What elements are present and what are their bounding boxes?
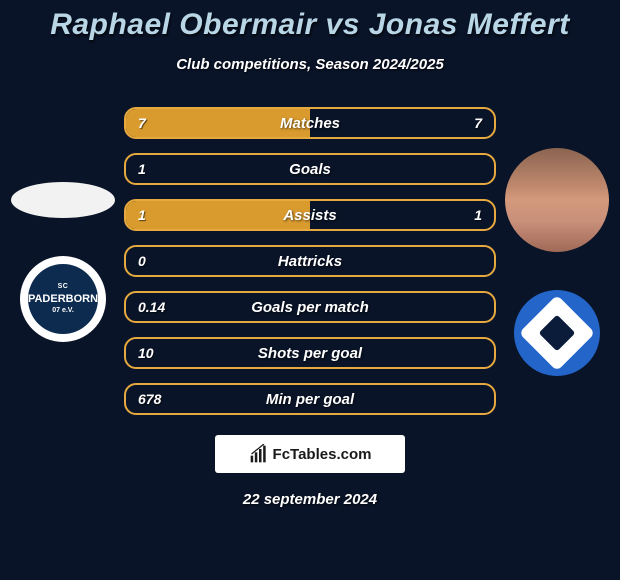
right-player-column [502,146,612,376]
stat-value-right: 7 [442,115,482,131]
chart-icon [249,444,269,464]
brand-badge: FcTables.com [215,435,405,473]
player-right-avatar [505,148,609,252]
stat-rows: 7Matches71Goals1Assists10Hattricks0.14Go… [118,107,502,415]
stat-label: Hattricks [278,253,342,270]
stat-row: 1 Assists 1 [124,199,496,231]
brand-text: FcTables.com [273,446,372,463]
stat-value-left: 0 [138,253,178,269]
left-player-column: SC PADERBORN 07 e.V. [8,180,118,342]
stat-value-right: 1 [442,207,482,223]
stat-label: Matches [280,115,340,132]
stat-label: Goals [289,161,331,178]
stat-label: Goals per match [251,299,369,316]
stat-value-left: 1 [138,161,178,177]
stat-value-left: 1 [138,207,178,223]
stat-value-left: 678 [138,391,178,407]
player-left-avatar [11,182,115,218]
stat-row: 7 Matches 7 [124,107,496,139]
stat-row: 678 Min per goal [124,383,496,415]
stat-label: Shots per goal [258,345,362,362]
stats-area: SC PADERBORN 07 e.V. 7 Matches 7 1 Goals 1 Ass… [0,107,620,415]
paderborn-badge-icon: SC PADERBORN 07 e.V. [28,264,98,334]
comparison-card: Raphael Obermair vs Jonas Meffert Club c… [0,0,620,508]
footer-date: 22 september 2024 [0,491,620,508]
stat-row: 10 Shots per goal [124,337,496,369]
hsv-badge-icon [519,295,595,371]
stat-row: 0.14 Goals per match [124,291,496,323]
stat-value-left: 7 [138,115,178,131]
club-badge-right [514,290,600,376]
stat-value-left: 0.14 [138,299,178,315]
stat-row: 0 Hattricks [124,245,496,277]
stat-value-left: 10 [138,345,178,361]
subtitle: Club competitions, Season 2024/2025 [0,56,620,73]
page-title: Raphael Obermair vs Jonas Meffert [0,8,620,42]
stat-row: 1 Goals [124,153,496,185]
club-badge-left: SC PADERBORN 07 e.V. [20,256,106,342]
stat-label: Min per goal [266,391,354,408]
stat-label: Assists [283,207,336,224]
